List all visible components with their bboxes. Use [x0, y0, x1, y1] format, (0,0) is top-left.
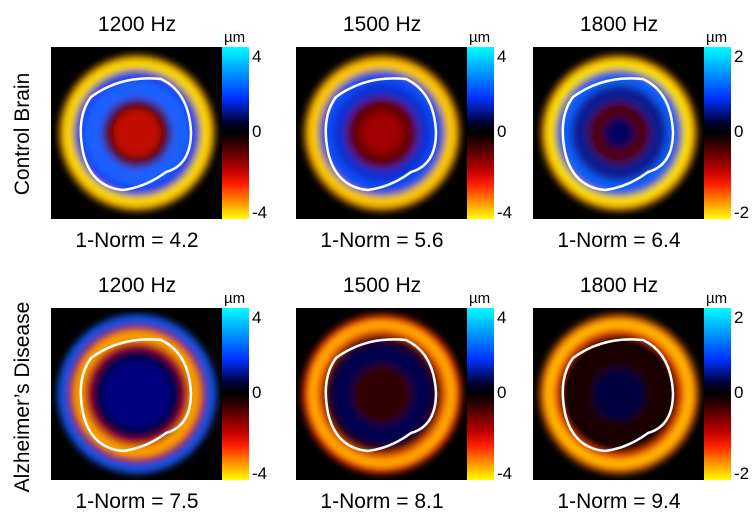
colorbar-unit: µm: [224, 290, 246, 307]
colorbar: [704, 47, 731, 219]
colorbar-tick-zero: 0: [497, 122, 507, 141]
field-ring: [112, 108, 162, 158]
row-label-alzheimers: Alzheimer’s Disease: [11, 301, 34, 493]
colorbar-tick-min: -4: [252, 464, 268, 483]
field-ring: [603, 117, 635, 149]
colorbar-tick-zero: 0: [252, 383, 262, 402]
colorbar-tick-min: -4: [497, 203, 513, 222]
norm-label: 1-Norm = 5.6: [320, 229, 444, 252]
colorbar: [467, 47, 494, 219]
colorbar-tick-zero: 0: [497, 383, 507, 402]
panel-title: 1800 Hz: [579, 13, 659, 36]
colorbar-unit: µm: [706, 29, 728, 46]
norm-label: 1-Norm = 8.1: [320, 490, 444, 513]
displacement-map: [296, 47, 468, 219]
displacement-map: [533, 308, 705, 480]
colorbar-tick-max: 2: [734, 47, 744, 66]
panel-title: 1500 Hz: [342, 13, 422, 36]
colorbar-tick-min: -2: [734, 464, 750, 483]
boundary-contour: [561, 77, 675, 192]
colorbar-tick-min: -4: [252, 203, 268, 222]
norm-label: 1-Norm = 6.4: [557, 229, 681, 252]
panel-title: 1800 Hz: [579, 274, 659, 297]
field-ring: [360, 111, 404, 155]
boundary-contour: [561, 338, 675, 453]
boundary-contour: [324, 338, 438, 453]
colorbar-tick-max: 4: [497, 47, 507, 66]
boundary-contour: [79, 77, 193, 192]
displacement-map: [51, 47, 223, 219]
displacement-map: [533, 47, 705, 219]
colorbar-tick-max: 4: [497, 308, 507, 327]
colorbar-tick-zero: 0: [734, 122, 744, 141]
colorbar-tick-min: -4: [497, 464, 513, 483]
norm-label: 1-Norm = 7.5: [75, 490, 199, 513]
panel-title: 1200 Hz: [97, 274, 177, 297]
colorbar-tick-max: 2: [734, 308, 744, 327]
heatmap-panel: 1200 Hz µm 4 0 -4 1-Norm = 4.2: [51, 13, 281, 263]
colorbar: [222, 308, 249, 480]
field-ring: [351, 363, 413, 425]
boundary-contour: [324, 77, 438, 192]
displacement-map: [51, 308, 223, 480]
colorbar: [704, 308, 731, 480]
panel-title: 1200 Hz: [97, 13, 177, 36]
displacement-map: [296, 308, 468, 480]
colorbar-tick-zero: 0: [734, 383, 744, 402]
colorbar-unit: µm: [469, 29, 491, 46]
panel-title: 1500 Hz: [342, 274, 422, 297]
heatmap-panel: 1200 Hz µm 4 0 -4 1-Norm = 7.5: [51, 274, 281, 521]
norm-label: 1-Norm = 4.2: [75, 229, 199, 252]
field-ring: [593, 368, 645, 420]
colorbar-tick-min: -2: [734, 203, 750, 222]
row-label-control: Control Brain: [11, 72, 34, 196]
heatmap-panel: 1800 Hz µm 2 0 -2 1-Norm = 6.4: [533, 13, 756, 263]
colorbar-unit: µm: [469, 290, 491, 307]
norm-label: 1-Norm = 9.4: [557, 490, 681, 513]
heatmap-panel: 1800 Hz µm 2 0 -2 1-Norm = 9.4: [533, 274, 756, 521]
field-ring: [102, 359, 172, 429]
boundary-contour: [79, 338, 193, 453]
colorbar-unit: µm: [706, 290, 728, 307]
heatmap-panel: 1500 Hz µm 4 0 -4 1-Norm = 5.6: [296, 13, 526, 263]
colorbar-tick-max: 4: [252, 47, 262, 66]
colorbar-tick-max: 4: [252, 308, 262, 327]
colorbar: [222, 47, 249, 219]
colorbar-unit: µm: [224, 29, 246, 46]
colorbar: [467, 308, 494, 480]
heatmap-panel: 1500 Hz µm 4 0 -4 1-Norm = 8.1: [296, 274, 526, 521]
colorbar-tick-zero: 0: [252, 122, 262, 141]
